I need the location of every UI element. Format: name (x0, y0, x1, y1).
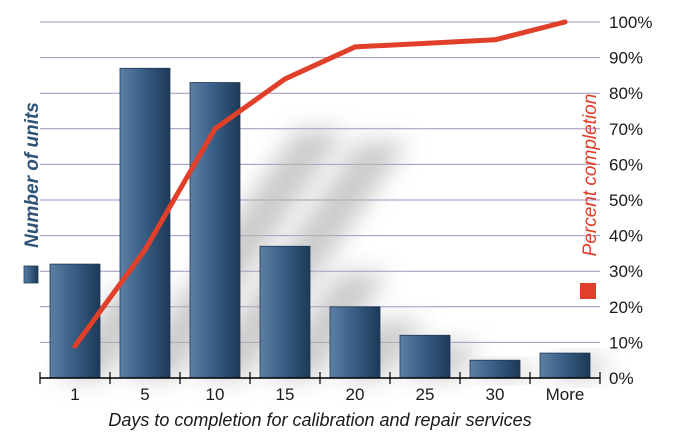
x-tick-label: 1 (70, 385, 79, 404)
bar-legend-swatch (23, 265, 39, 284)
y-right-tick-label: 30% (609, 262, 643, 281)
bar (259, 245, 311, 379)
y-right-tick-label: 60% (609, 155, 643, 174)
bar (399, 334, 451, 379)
completion-point (492, 37, 498, 43)
x-tick-label: 25 (416, 385, 435, 404)
y-right-tick-label: 10% (609, 333, 643, 352)
completion-point (212, 126, 218, 132)
completion-point (72, 343, 78, 349)
x-tick-label: 15 (276, 385, 295, 404)
completion-point (142, 247, 148, 253)
y-right-tick-label: 100% (609, 13, 652, 32)
y-right-tick-label: 70% (609, 120, 643, 139)
x-tick-label: 10 (206, 385, 225, 404)
bar (539, 352, 591, 379)
x-tick-label: 5 (140, 385, 149, 404)
x-tick-label: 20 (346, 385, 365, 404)
bar (329, 306, 381, 379)
completion-line-path (72, 19, 568, 349)
y-right-tick-label: 90% (609, 49, 643, 68)
y-left-axis-title: Number of units (22, 102, 43, 248)
bar (469, 359, 521, 379)
y-right-axis-title: Percent completion (580, 94, 601, 257)
bars (49, 67, 591, 379)
completion-line (72, 19, 568, 349)
y-right-tick-label: 80% (609, 84, 643, 103)
axis-labels: 0%10%20%30%40%50%60%70%80%90%100%1 5 10 15 2… (22, 13, 652, 430)
y-right-tick-label: 40% (609, 227, 643, 246)
y-right-tick-label: 0% (609, 369, 634, 388)
x-axis-title: Days to completion for calibration and r… (108, 410, 531, 430)
x-tick-label: 30 (486, 385, 505, 404)
line-legend-swatch (580, 283, 596, 299)
completion-point (422, 40, 428, 46)
y-right-tick-label: 50% (609, 191, 643, 210)
y-right-tick-label: 20% (609, 298, 643, 317)
x-axis (39, 372, 601, 384)
completion-point (562, 19, 568, 25)
completion-point (282, 76, 288, 82)
x-tick-label: More (546, 385, 585, 404)
completion-point (352, 44, 358, 50)
